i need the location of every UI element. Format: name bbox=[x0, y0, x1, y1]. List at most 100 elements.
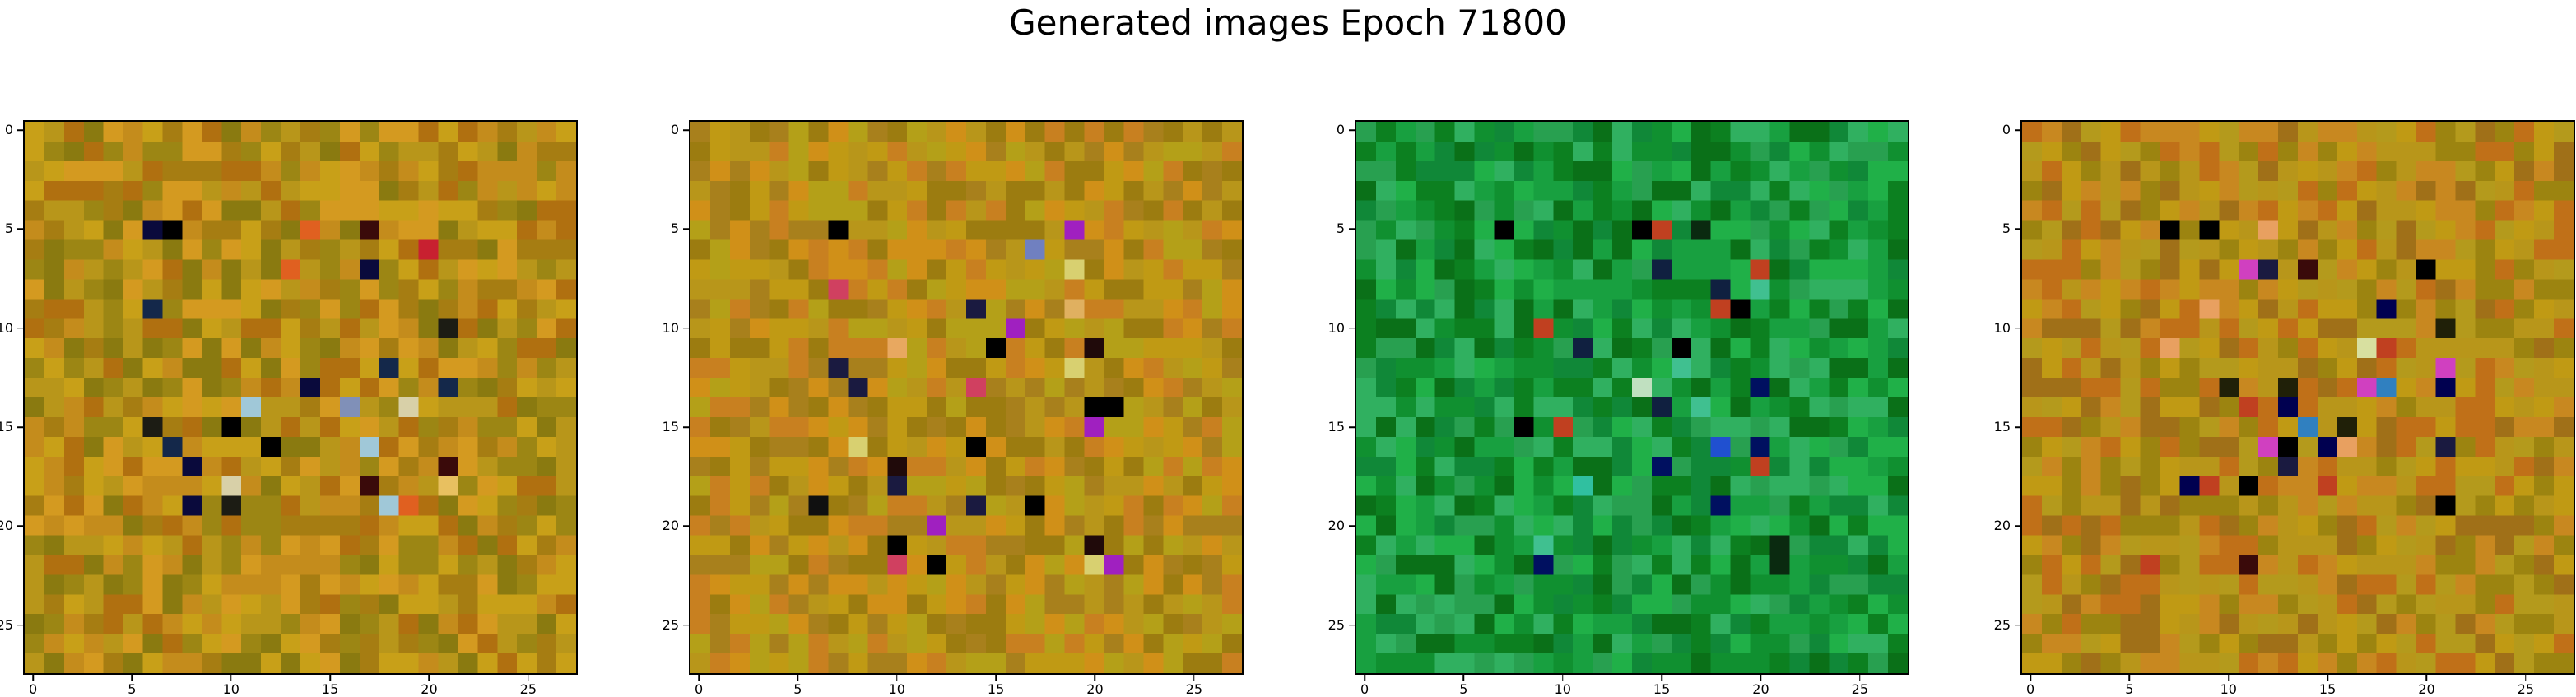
y-tick-label: 20 bbox=[662, 518, 679, 534]
y-tickmark bbox=[1349, 328, 1355, 329]
x-tick-label: 10 bbox=[222, 681, 239, 697]
image-panel-4 bbox=[2020, 120, 2575, 675]
image-panel-2 bbox=[689, 120, 1244, 675]
generated-image-3 bbox=[1356, 122, 1908, 673]
x-tickmark bbox=[2525, 675, 2527, 681]
y-tickmark bbox=[683, 328, 689, 329]
x-tickmark bbox=[698, 675, 700, 681]
x-tickmark bbox=[329, 675, 331, 681]
y-tickmark bbox=[17, 525, 23, 527]
y-tick-label: 5 bbox=[670, 221, 679, 237]
y-tick-label: 25 bbox=[662, 616, 679, 633]
y-tick-label: 15 bbox=[1993, 419, 2011, 435]
y-tickmark bbox=[1349, 426, 1355, 428]
y-tickmark bbox=[683, 625, 689, 626]
x-tickmark bbox=[428, 675, 430, 681]
y-tickmark bbox=[1349, 625, 1355, 626]
x-tick-label: 15 bbox=[2318, 681, 2337, 697]
y-tick-label: 25 bbox=[1993, 616, 2011, 633]
x-tick-label: 0 bbox=[694, 681, 704, 697]
y-tickmark bbox=[17, 129, 23, 131]
generated-image-2 bbox=[690, 122, 1242, 673]
y-tickmark bbox=[2015, 525, 2020, 527]
y-tickmark bbox=[1349, 525, 1355, 527]
y-tick-label: 20 bbox=[0, 518, 13, 534]
x-tick-label: 20 bbox=[2418, 681, 2435, 697]
y-tick-label: 5 bbox=[2002, 221, 2011, 237]
x-tick-label: 20 bbox=[421, 681, 438, 697]
x-tickmark bbox=[2327, 675, 2328, 681]
x-tickmark bbox=[2425, 675, 2428, 681]
x-tickmark bbox=[131, 675, 133, 681]
y-tickmark bbox=[683, 426, 689, 428]
x-tickmark bbox=[1859, 675, 1861, 681]
y-tick-label: 10 bbox=[1993, 319, 2011, 336]
x-tick-label: 0 bbox=[2025, 681, 2035, 697]
x-tickmark bbox=[2228, 675, 2230, 681]
x-tickmark bbox=[1562, 675, 1564, 681]
x-tickmark bbox=[1193, 675, 1195, 681]
y-tick-label: 15 bbox=[0, 419, 13, 435]
x-tick-label: 0 bbox=[28, 681, 38, 697]
x-tickmark bbox=[995, 675, 997, 681]
x-tick-label: 5 bbox=[1459, 681, 1468, 697]
x-tickmark bbox=[32, 675, 34, 681]
y-tick-label: 15 bbox=[662, 419, 679, 435]
x-tick-label: 0 bbox=[1360, 681, 1369, 697]
y-tickmark bbox=[1349, 228, 1355, 230]
y-tick-label: 0 bbox=[1336, 122, 1345, 138]
y-tick-label: 25 bbox=[0, 616, 13, 633]
y-tickmark bbox=[17, 228, 23, 230]
y-tickmark bbox=[17, 328, 23, 329]
y-tickmark bbox=[683, 525, 689, 527]
x-tickmark bbox=[1661, 675, 1662, 681]
x-tickmark bbox=[2030, 675, 2031, 681]
y-tickmark bbox=[1349, 129, 1355, 131]
generated-image-1 bbox=[25, 122, 576, 673]
y-tick-label: 0 bbox=[670, 122, 679, 138]
generated-image-4 bbox=[2022, 122, 2574, 673]
x-tick-label: 25 bbox=[1851, 681, 1868, 697]
x-tick-label: 25 bbox=[519, 681, 537, 697]
x-tickmark bbox=[2128, 675, 2131, 681]
image-panel-3 bbox=[1355, 120, 1909, 675]
y-tickmark bbox=[2015, 328, 2020, 329]
x-tick-label: 20 bbox=[1086, 681, 1104, 697]
y-tick-label: 15 bbox=[1328, 419, 1345, 435]
y-tick-label: 10 bbox=[1328, 319, 1345, 336]
y-tickmark bbox=[2015, 129, 2020, 131]
x-tick-label: 15 bbox=[1653, 681, 1671, 697]
x-tick-label: 5 bbox=[2125, 681, 2134, 697]
y-tickmark bbox=[2015, 228, 2020, 230]
x-tickmark bbox=[1462, 675, 1465, 681]
x-tick-label: 10 bbox=[1554, 681, 1571, 697]
x-tick-label: 25 bbox=[1185, 681, 1202, 697]
x-tickmark bbox=[1364, 675, 1365, 681]
x-tick-label: 15 bbox=[987, 681, 1005, 697]
x-tickmark bbox=[797, 675, 799, 681]
x-tickmark bbox=[528, 675, 529, 681]
y-tickmark bbox=[17, 625, 23, 626]
x-tickmark bbox=[230, 675, 232, 681]
x-tick-label: 10 bbox=[888, 681, 905, 697]
x-tick-label: 25 bbox=[2517, 681, 2534, 697]
y-tick-label: 5 bbox=[4, 221, 13, 237]
y-tickmark bbox=[2015, 625, 2020, 626]
chart-title: Generated images Epoch 71800 bbox=[1009, 2, 1567, 43]
x-tick-label: 5 bbox=[793, 681, 802, 697]
y-tickmark bbox=[683, 129, 689, 131]
image-panel-1 bbox=[23, 120, 578, 675]
y-tick-label: 5 bbox=[1336, 221, 1345, 237]
x-tick-label: 15 bbox=[321, 681, 339, 697]
y-tick-label: 0 bbox=[4, 122, 13, 138]
y-tick-label: 10 bbox=[0, 319, 13, 336]
y-tick-label: 20 bbox=[1993, 518, 2011, 534]
y-tick-label: 10 bbox=[662, 319, 679, 336]
y-tickmark bbox=[2015, 426, 2020, 428]
x-tick-label: 5 bbox=[128, 681, 137, 697]
y-tick-label: 0 bbox=[2002, 122, 2011, 138]
y-tickmark bbox=[17, 426, 23, 428]
y-tick-label: 20 bbox=[1328, 518, 1345, 534]
y-tickmark bbox=[683, 228, 689, 230]
x-tick-label: 10 bbox=[2220, 681, 2237, 697]
